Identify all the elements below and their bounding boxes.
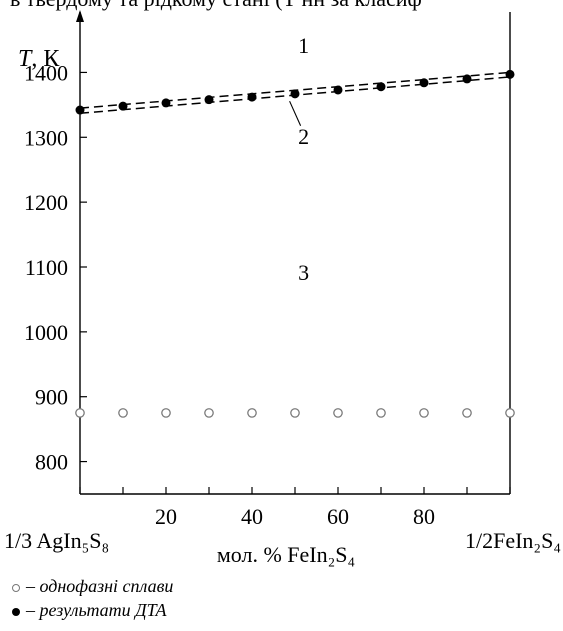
region-label-2: 2	[298, 124, 309, 149]
single-phase-point	[290, 408, 300, 418]
filled-circle-icon	[12, 607, 20, 616]
dta-point	[247, 92, 257, 102]
legend-label-open: – однофазні сплави	[26, 576, 174, 596]
x-tick-label: 40	[241, 504, 263, 529]
single-phase-point	[419, 408, 429, 418]
x-right-composition: 1/2FeIn₂S₄	[465, 528, 561, 553]
y-axis-title: T, К	[18, 46, 60, 72]
region-label-3: 3	[298, 260, 309, 285]
y-tick-label: 1000	[24, 320, 68, 345]
open-circle-icon	[12, 583, 20, 592]
single-phase-point	[118, 408, 128, 418]
x-left-composition: 1/3 AgIn₅S₈	[4, 528, 109, 553]
dta-point	[505, 69, 515, 79]
y-axis-arrow	[76, 10, 84, 22]
region-label-1: 1	[298, 33, 309, 58]
legend-item-filled: – результати ДТА	[12, 600, 167, 621]
dta-point	[419, 78, 429, 88]
y-tick-label: 900	[35, 385, 68, 410]
x-axis-title: мол. % FeIn₂S₄	[217, 542, 355, 567]
chart-labels: 800 900 1000 1100 1200 1300 1400 20 40 60 80 1 2 3 T, …	[4, 33, 561, 567]
label-2-leader	[289, 100, 302, 126]
dta-point	[290, 89, 300, 99]
data-points	[75, 69, 515, 418]
single-phase-point	[75, 408, 85, 418]
single-phase-point	[376, 408, 386, 418]
y-tick-label: 800	[35, 450, 68, 475]
y-tick-label: 1300	[24, 125, 68, 150]
single-phase-point	[505, 408, 515, 418]
dta-point	[376, 82, 386, 92]
y-tick-label: 1400	[24, 60, 68, 85]
legend-item-open: – однофазні сплави	[12, 576, 173, 597]
x-tick-label: 20	[155, 504, 177, 529]
single-phase-point	[462, 408, 472, 418]
y-tick-label: 1200	[24, 190, 68, 215]
dta-point	[333, 85, 343, 95]
x-tick-label: 60	[327, 504, 349, 529]
legend-label-filled: – результати ДТА	[26, 600, 167, 620]
top-caption: в твердому та рідкому стані (Т нн за кла…	[10, 0, 422, 12]
dta-point	[118, 101, 128, 111]
dta-point	[204, 95, 214, 105]
single-phase-point	[161, 408, 171, 418]
x-tick-label: 80	[413, 504, 435, 529]
single-phase-point	[247, 408, 257, 418]
single-phase-point	[333, 408, 343, 418]
dta-point	[161, 98, 171, 108]
dta-point	[462, 74, 472, 84]
single-phase-point	[204, 408, 214, 418]
dta-point	[75, 105, 85, 115]
y-tick-label: 1100	[25, 255, 68, 280]
